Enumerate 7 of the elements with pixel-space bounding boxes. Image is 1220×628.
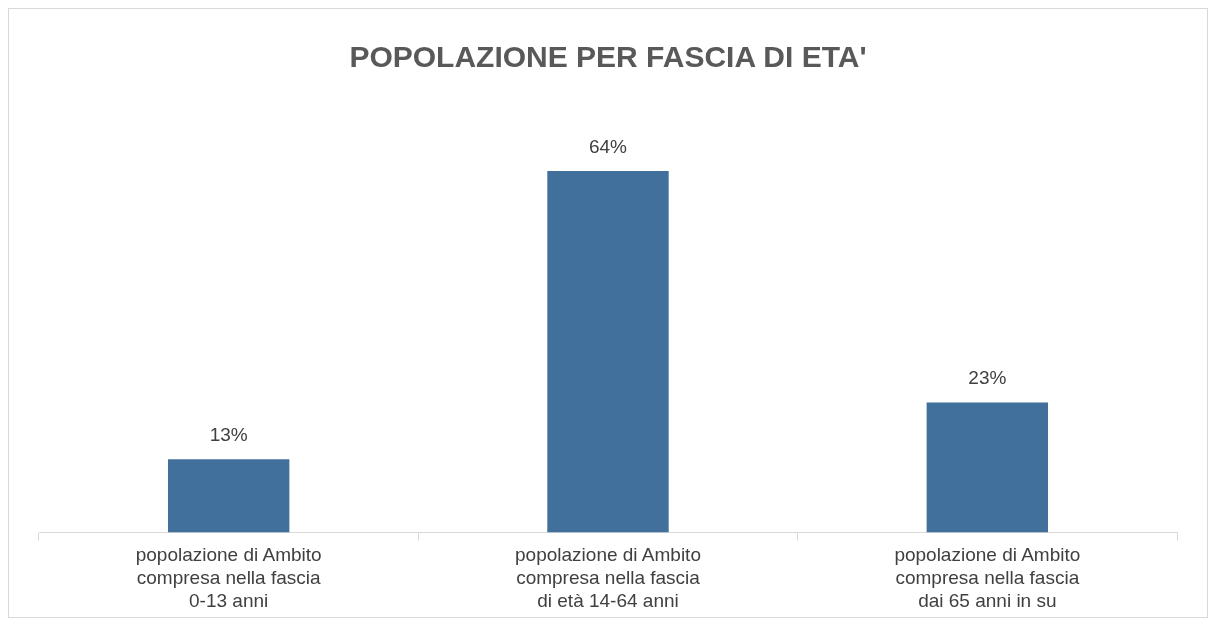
data-label: 64% xyxy=(588,135,628,157)
x-tick-label: popolazione di Ambito compresa nella fascia di età 14-64 anni xyxy=(515,544,701,611)
data-label: 13% xyxy=(209,423,248,445)
x-tick-label: popolazione di Ambito compresa nella fascia dai 65 anni in su xyxy=(894,544,1081,611)
data-label: 23% xyxy=(968,367,1007,389)
x-tick-label: popolazione di Ambito compresa nella fascia 0-13 anni xyxy=(135,544,322,611)
chart-title: POPOLAZIONE PER FASCIA DI ETA' xyxy=(349,40,867,74)
